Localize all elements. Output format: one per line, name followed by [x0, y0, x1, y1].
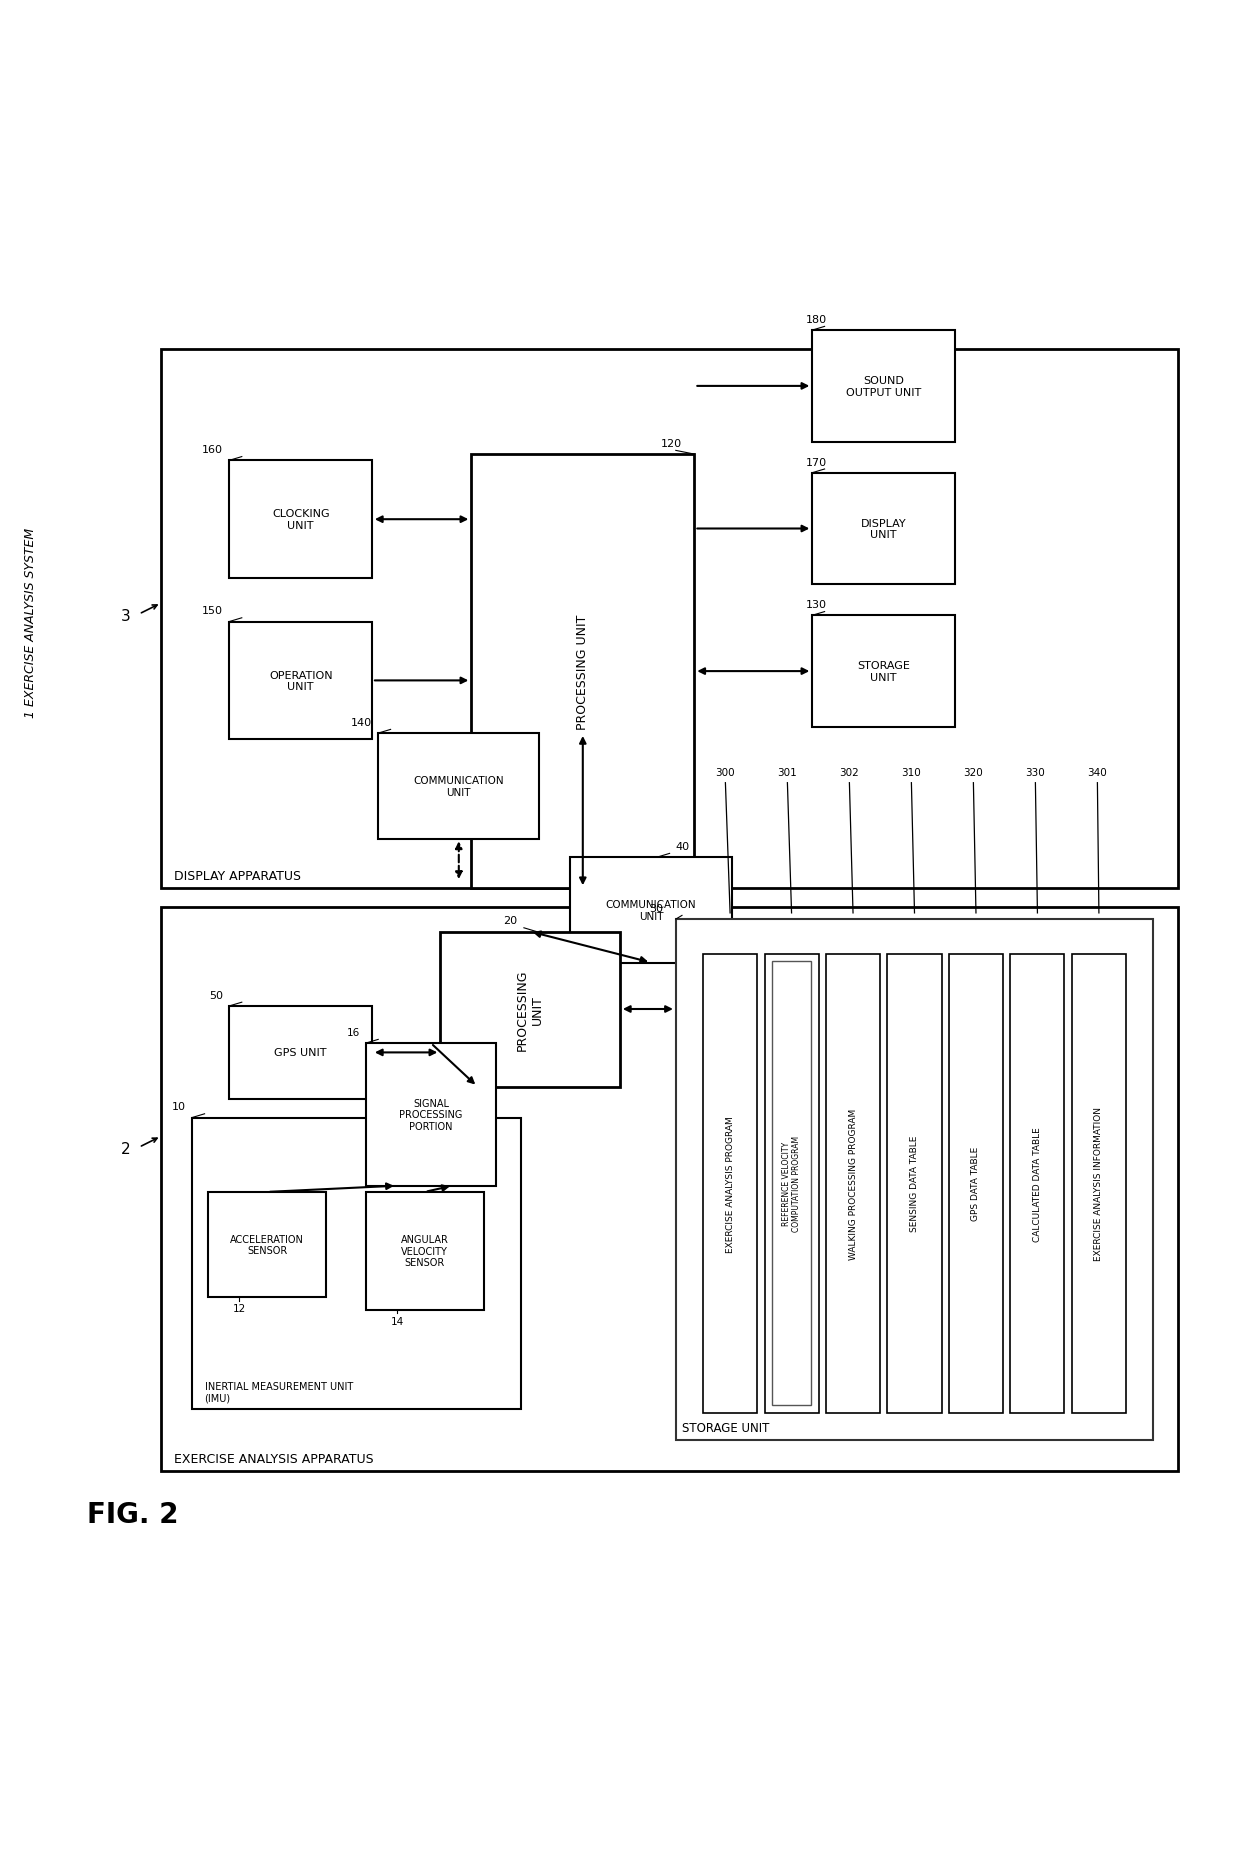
Text: 10: 10: [172, 1102, 186, 1111]
Text: PROCESSING UNIT: PROCESSING UNIT: [577, 613, 589, 729]
Text: 300: 300: [715, 768, 735, 777]
Text: STORAGE UNIT: STORAGE UNIT: [682, 1420, 769, 1433]
Text: WALKING PROCESSING PROGRAM: WALKING PROCESSING PROGRAM: [848, 1107, 858, 1260]
Text: SENSING DATA TABLE: SENSING DATA TABLE: [910, 1135, 919, 1232]
Text: 12: 12: [233, 1303, 247, 1314]
Text: 130: 130: [806, 600, 827, 610]
Text: SOUND
OUTPUT UNIT: SOUND OUTPUT UNIT: [846, 377, 921, 397]
Text: CALCULATED DATA TABLE: CALCULATED DATA TABLE: [1033, 1126, 1042, 1241]
Text: FIG. 2: FIG. 2: [87, 1501, 179, 1528]
Text: ACCELERATION
SENSOR: ACCELERATION SENSOR: [231, 1234, 304, 1256]
Bar: [1071, 954, 1126, 1413]
Text: 30: 30: [650, 904, 663, 913]
Bar: [676, 919, 1153, 1441]
Bar: [765, 954, 818, 1413]
Text: 1 EXERCISE ANALYSIS SYSTEM: 1 EXERCISE ANALYSIS SYSTEM: [25, 528, 37, 718]
Text: 160: 160: [202, 445, 223, 455]
Text: 330: 330: [1025, 768, 1045, 777]
Bar: [161, 908, 1178, 1471]
Text: GPS DATA TABLE: GPS DATA TABLE: [971, 1146, 981, 1221]
Text: 16: 16: [346, 1027, 360, 1038]
Bar: [208, 1193, 326, 1297]
Text: INERTIAL MEASUREMENT UNIT
(IMU): INERTIAL MEASUREMENT UNIT (IMU): [205, 1381, 353, 1404]
Bar: [378, 734, 539, 839]
Bar: [1011, 954, 1064, 1413]
Text: 340: 340: [1087, 768, 1107, 777]
Bar: [229, 623, 372, 740]
Bar: [440, 932, 620, 1087]
Bar: [471, 455, 694, 889]
Text: COMMUNICATION
UNIT: COMMUNICATION UNIT: [605, 900, 697, 921]
Text: EXERCISE ANALYSIS PROGRAM: EXERCISE ANALYSIS PROGRAM: [725, 1115, 734, 1253]
Text: 180: 180: [806, 315, 827, 324]
Bar: [703, 954, 758, 1413]
Text: EXERCISE ANALYSIS APPARATUS: EXERCISE ANALYSIS APPARATUS: [174, 1452, 373, 1465]
Bar: [949, 954, 1003, 1413]
Text: 301: 301: [777, 768, 797, 777]
Text: COMMUNICATION
UNIT: COMMUNICATION UNIT: [413, 775, 505, 798]
Bar: [161, 350, 1178, 889]
Bar: [229, 1007, 372, 1100]
Text: 140: 140: [351, 718, 372, 727]
Bar: [570, 857, 732, 964]
Text: 302: 302: [839, 768, 859, 777]
Bar: [229, 460, 372, 580]
Text: 120: 120: [661, 438, 682, 449]
Bar: [773, 962, 811, 1405]
Text: 170: 170: [806, 457, 827, 468]
Bar: [812, 473, 955, 585]
Bar: [192, 1118, 521, 1409]
Text: 2: 2: [120, 1141, 130, 1156]
Text: 14: 14: [391, 1316, 404, 1325]
Bar: [812, 332, 955, 442]
Text: PROCESSING
UNIT: PROCESSING UNIT: [516, 969, 544, 1049]
Text: GPS UNIT: GPS UNIT: [274, 1048, 327, 1059]
Bar: [812, 615, 955, 727]
Text: 40: 40: [676, 841, 689, 852]
Text: 3: 3: [120, 608, 130, 623]
Text: DISPLAY APPARATUS: DISPLAY APPARATUS: [174, 869, 300, 882]
Text: 150: 150: [202, 606, 223, 615]
Text: REFERENCE VELOCITY
COMPUTATION PROGRAM: REFERENCE VELOCITY COMPUTATION PROGRAM: [782, 1135, 801, 1232]
Bar: [366, 1044, 496, 1186]
Text: 310: 310: [901, 768, 921, 777]
Text: DISPLAY
UNIT: DISPLAY UNIT: [861, 518, 906, 541]
Text: STORAGE
UNIT: STORAGE UNIT: [857, 662, 910, 682]
Text: 50: 50: [210, 990, 223, 1001]
Text: OPERATION
UNIT: OPERATION UNIT: [269, 671, 332, 692]
Text: EXERCISE ANALYSIS INFORMATION: EXERCISE ANALYSIS INFORMATION: [1095, 1107, 1104, 1260]
Bar: [366, 1193, 484, 1310]
Text: 20: 20: [503, 915, 517, 926]
Bar: [888, 954, 941, 1413]
Text: SIGNAL
PROCESSING
PORTION: SIGNAL PROCESSING PORTION: [399, 1098, 463, 1131]
Text: ANGULAR
VELOCITY
SENSOR: ANGULAR VELOCITY SENSOR: [401, 1234, 449, 1268]
Bar: [826, 954, 880, 1413]
Text: 320: 320: [963, 768, 983, 777]
Text: CLOCKING
UNIT: CLOCKING UNIT: [272, 509, 330, 531]
